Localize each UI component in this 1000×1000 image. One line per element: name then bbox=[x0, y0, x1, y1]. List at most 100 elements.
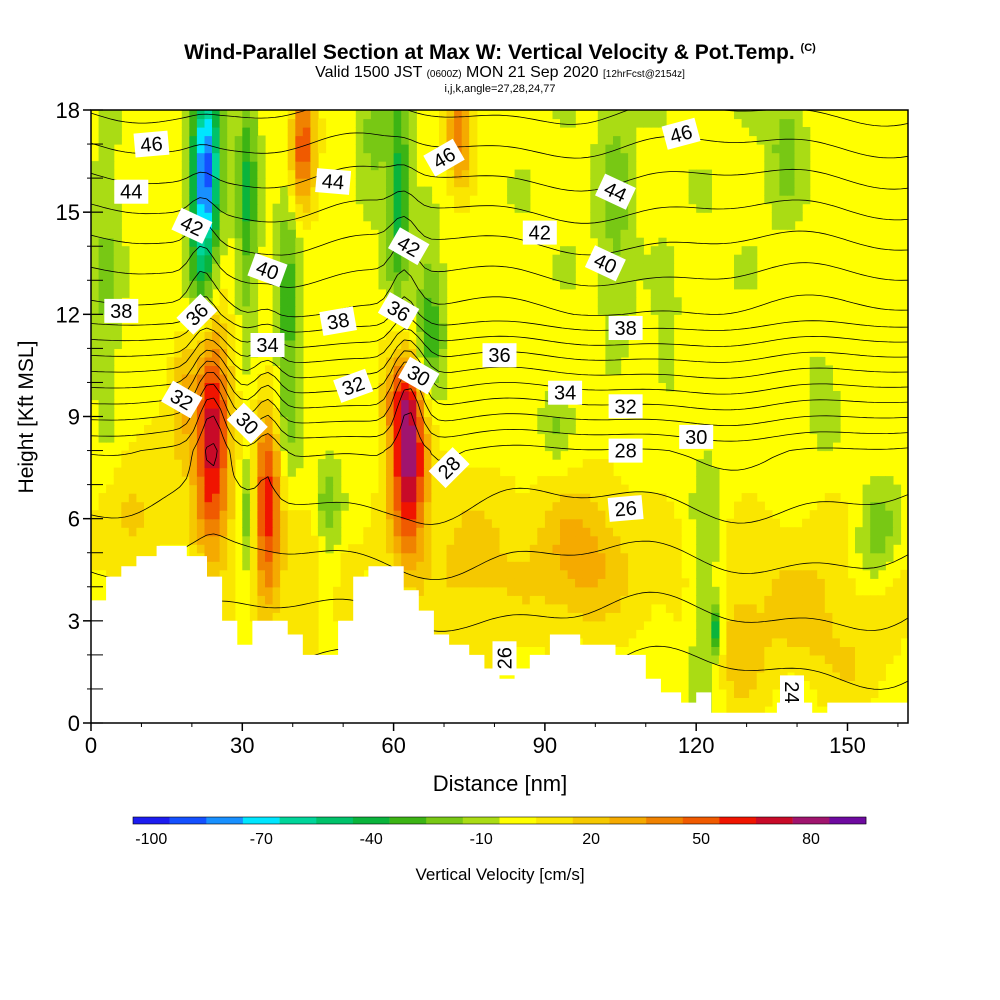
w-cell bbox=[643, 527, 652, 537]
w-cell bbox=[121, 535, 130, 545]
w-cell bbox=[265, 442, 274, 452]
w-cell bbox=[809, 671, 818, 681]
w-cell bbox=[764, 169, 773, 179]
w-cell bbox=[665, 501, 675, 511]
w-cell bbox=[423, 237, 433, 247]
w-cell bbox=[151, 518, 160, 528]
w-cell bbox=[605, 561, 614, 571]
w-cell bbox=[121, 254, 130, 264]
w-cell bbox=[370, 518, 380, 528]
w-cell bbox=[106, 280, 115, 290]
w-cell bbox=[121, 271, 130, 281]
w-cell bbox=[295, 280, 304, 290]
w-cell bbox=[620, 586, 629, 596]
w-cell bbox=[249, 493, 259, 503]
w-cell bbox=[522, 620, 531, 630]
w-cell bbox=[469, 561, 478, 571]
w-cell bbox=[439, 484, 448, 494]
w-cell bbox=[212, 195, 221, 205]
w-cell bbox=[310, 629, 319, 639]
w-cell bbox=[136, 476, 145, 486]
w-cell bbox=[212, 408, 221, 418]
w-cell bbox=[658, 322, 667, 332]
w-cell bbox=[227, 152, 236, 162]
w-cell bbox=[227, 220, 236, 230]
w-cell bbox=[144, 467, 153, 477]
w-cell bbox=[839, 637, 849, 647]
w-cell bbox=[295, 118, 304, 128]
w-cell bbox=[522, 203, 531, 213]
w-cell bbox=[484, 612, 493, 622]
w-cell bbox=[393, 152, 402, 162]
w-cell bbox=[802, 569, 811, 579]
vertical-velocity-field bbox=[91, 110, 908, 723]
w-cell bbox=[839, 697, 849, 707]
w-cell bbox=[204, 339, 213, 349]
w-cell bbox=[794, 178, 803, 188]
w-cell bbox=[461, 178, 470, 188]
w-cell bbox=[892, 620, 902, 630]
w-cell bbox=[734, 646, 743, 656]
w-cell bbox=[635, 535, 644, 545]
w-cell bbox=[287, 518, 296, 528]
w-cell bbox=[491, 476, 501, 486]
w-cell bbox=[484, 654, 493, 664]
w-cell bbox=[613, 144, 622, 154]
w-cell bbox=[643, 501, 652, 511]
w-cell bbox=[832, 697, 841, 707]
w-cell bbox=[340, 561, 349, 571]
w-cell bbox=[794, 203, 803, 213]
w-cell bbox=[862, 603, 871, 613]
w-cell bbox=[817, 663, 826, 673]
w-cell bbox=[855, 595, 864, 605]
w-cell bbox=[121, 493, 130, 503]
w-cell bbox=[665, 254, 675, 264]
w-cell bbox=[779, 646, 788, 656]
w-cell bbox=[696, 527, 705, 537]
w-cell bbox=[219, 356, 228, 366]
w-cell bbox=[658, 331, 667, 341]
w-cell bbox=[514, 586, 523, 596]
w-cell bbox=[174, 408, 183, 418]
w-cell bbox=[696, 654, 705, 664]
w-cell bbox=[817, 612, 826, 622]
w-cell bbox=[265, 569, 274, 579]
w-cell bbox=[870, 663, 879, 673]
w-cell bbox=[507, 186, 516, 196]
w-cell bbox=[249, 527, 259, 537]
w-cell bbox=[98, 169, 107, 179]
w-cell bbox=[98, 110, 107, 120]
w-cell bbox=[658, 118, 667, 128]
w-cell bbox=[355, 144, 364, 154]
w-cell bbox=[552, 450, 561, 460]
w-cell bbox=[514, 637, 523, 647]
w-cell bbox=[113, 476, 122, 486]
w-cell bbox=[544, 544, 554, 554]
w-cell bbox=[726, 586, 735, 596]
w-cell bbox=[787, 586, 796, 596]
w-cell bbox=[174, 527, 183, 537]
w-cell bbox=[764, 620, 773, 630]
w-cell bbox=[393, 220, 402, 230]
w-cell bbox=[265, 561, 274, 571]
w-cell bbox=[272, 305, 281, 315]
w-cell bbox=[219, 212, 228, 222]
w-cell bbox=[287, 603, 296, 613]
w-cell bbox=[408, 263, 417, 273]
w-cell bbox=[408, 501, 417, 511]
w-cell bbox=[507, 612, 516, 622]
w-cell bbox=[227, 135, 236, 145]
w-cell bbox=[295, 408, 304, 418]
w-cell bbox=[386, 144, 395, 154]
w-cell bbox=[620, 161, 629, 171]
w-cell bbox=[764, 518, 773, 528]
w-cell bbox=[287, 169, 296, 179]
w-cell bbox=[295, 212, 304, 222]
w-cell bbox=[128, 501, 137, 511]
w-cell bbox=[567, 527, 576, 537]
isentrope-label-text: 28 bbox=[614, 441, 636, 463]
w-cell bbox=[590, 203, 599, 213]
w-cell bbox=[900, 620, 908, 630]
w-cell bbox=[355, 135, 364, 145]
w-cell bbox=[249, 569, 259, 579]
